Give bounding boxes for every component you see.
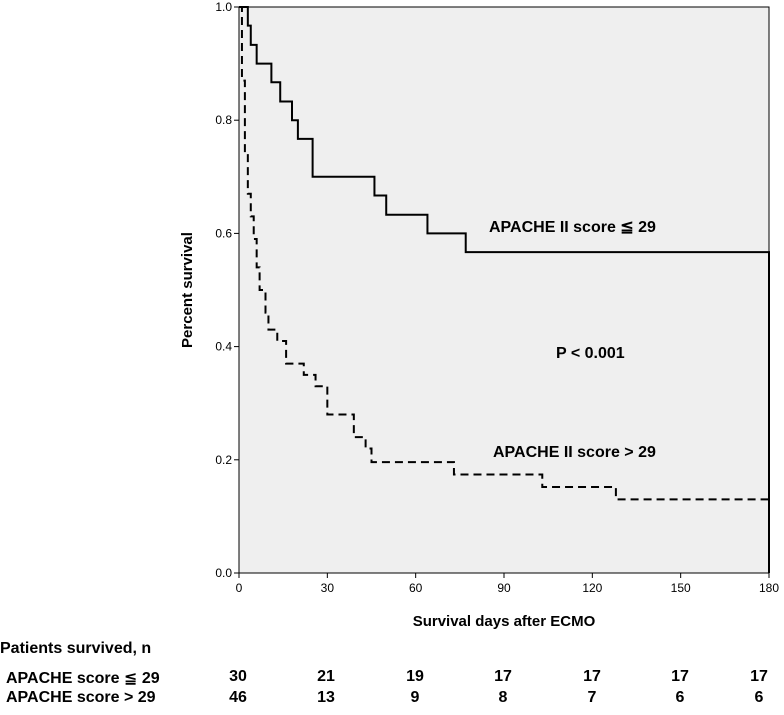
x-tick-label: 60 bbox=[409, 581, 423, 595]
km-chart: 0.0 0.2 0.4 0.6 0.8 1.0 0 30 60 90 120 150 180 Perc… bbox=[179, 0, 779, 630]
y-axis: 0.0 0.2 0.4 0.6 0.8 1.0 bbox=[215, 0, 239, 580]
curve-high-apache bbox=[239, 6, 769, 501]
curve-low-apache bbox=[239, 6, 770, 573]
y-tick-label: 0.8 bbox=[215, 113, 232, 127]
risk-row-high-apache: APACHE score > 29 46 13 9 8 7 6 6 bbox=[0, 689, 784, 711]
x-tick-label: 180 bbox=[759, 581, 779, 595]
risk-cell: 7 bbox=[587, 689, 597, 706]
risk-cell: 30 bbox=[229, 668, 247, 685]
x-tick-label: 0 bbox=[236, 581, 243, 595]
risk-row-low-apache: APACHE score ≦ 29 30 21 19 17 17 17 17 bbox=[0, 668, 784, 690]
risk-cell: 17 bbox=[671, 668, 689, 685]
y-tick-label: 0.2 bbox=[215, 453, 232, 467]
x-tick-label: 150 bbox=[671, 581, 691, 595]
p-value-label: P < 0.001 bbox=[556, 345, 625, 362]
risk-cell: 17 bbox=[494, 668, 512, 685]
risk-cell: 8 bbox=[498, 689, 508, 706]
risk-row-label: APACHE score > 29 bbox=[6, 689, 156, 706]
risk-cell: 9 bbox=[410, 689, 420, 706]
risk-cell: 6 bbox=[754, 689, 764, 706]
risk-row-label: APACHE score ≦ 29 bbox=[6, 670, 160, 687]
x-tick-label: 30 bbox=[321, 581, 335, 595]
y-axis-label: Percent survival bbox=[179, 232, 196, 348]
x-tick-label: 90 bbox=[497, 581, 511, 595]
series-label-low-apache: APACHE II score ≦ 29 bbox=[489, 219, 656, 236]
y-tick-label: 0.0 bbox=[215, 566, 232, 580]
y-tick-label: 0.4 bbox=[215, 340, 232, 354]
risk-cell: 17 bbox=[750, 668, 768, 685]
risk-table-title: Patients survived, n bbox=[0, 640, 152, 657]
series-label-high-apache: APACHE II score > 29 bbox=[493, 444, 656, 461]
x-axis: 0 30 60 90 120 150 180 bbox=[236, 573, 779, 595]
risk-cell: 46 bbox=[229, 689, 247, 706]
x-tick-label: 120 bbox=[582, 581, 602, 595]
x-axis-label: Survival days after ECMO bbox=[413, 613, 596, 630]
risk-cell: 21 bbox=[317, 668, 335, 685]
survival-curves bbox=[239, 6, 770, 573]
risk-cell: 19 bbox=[406, 668, 424, 685]
y-tick-label: 1.0 bbox=[215, 0, 232, 14]
risk-cell: 17 bbox=[583, 668, 601, 685]
y-tick-label: 0.6 bbox=[215, 226, 232, 240]
plot-area bbox=[238, 6, 770, 574]
risk-cell: 6 bbox=[675, 689, 685, 706]
risk-cell: 13 bbox=[317, 689, 335, 706]
